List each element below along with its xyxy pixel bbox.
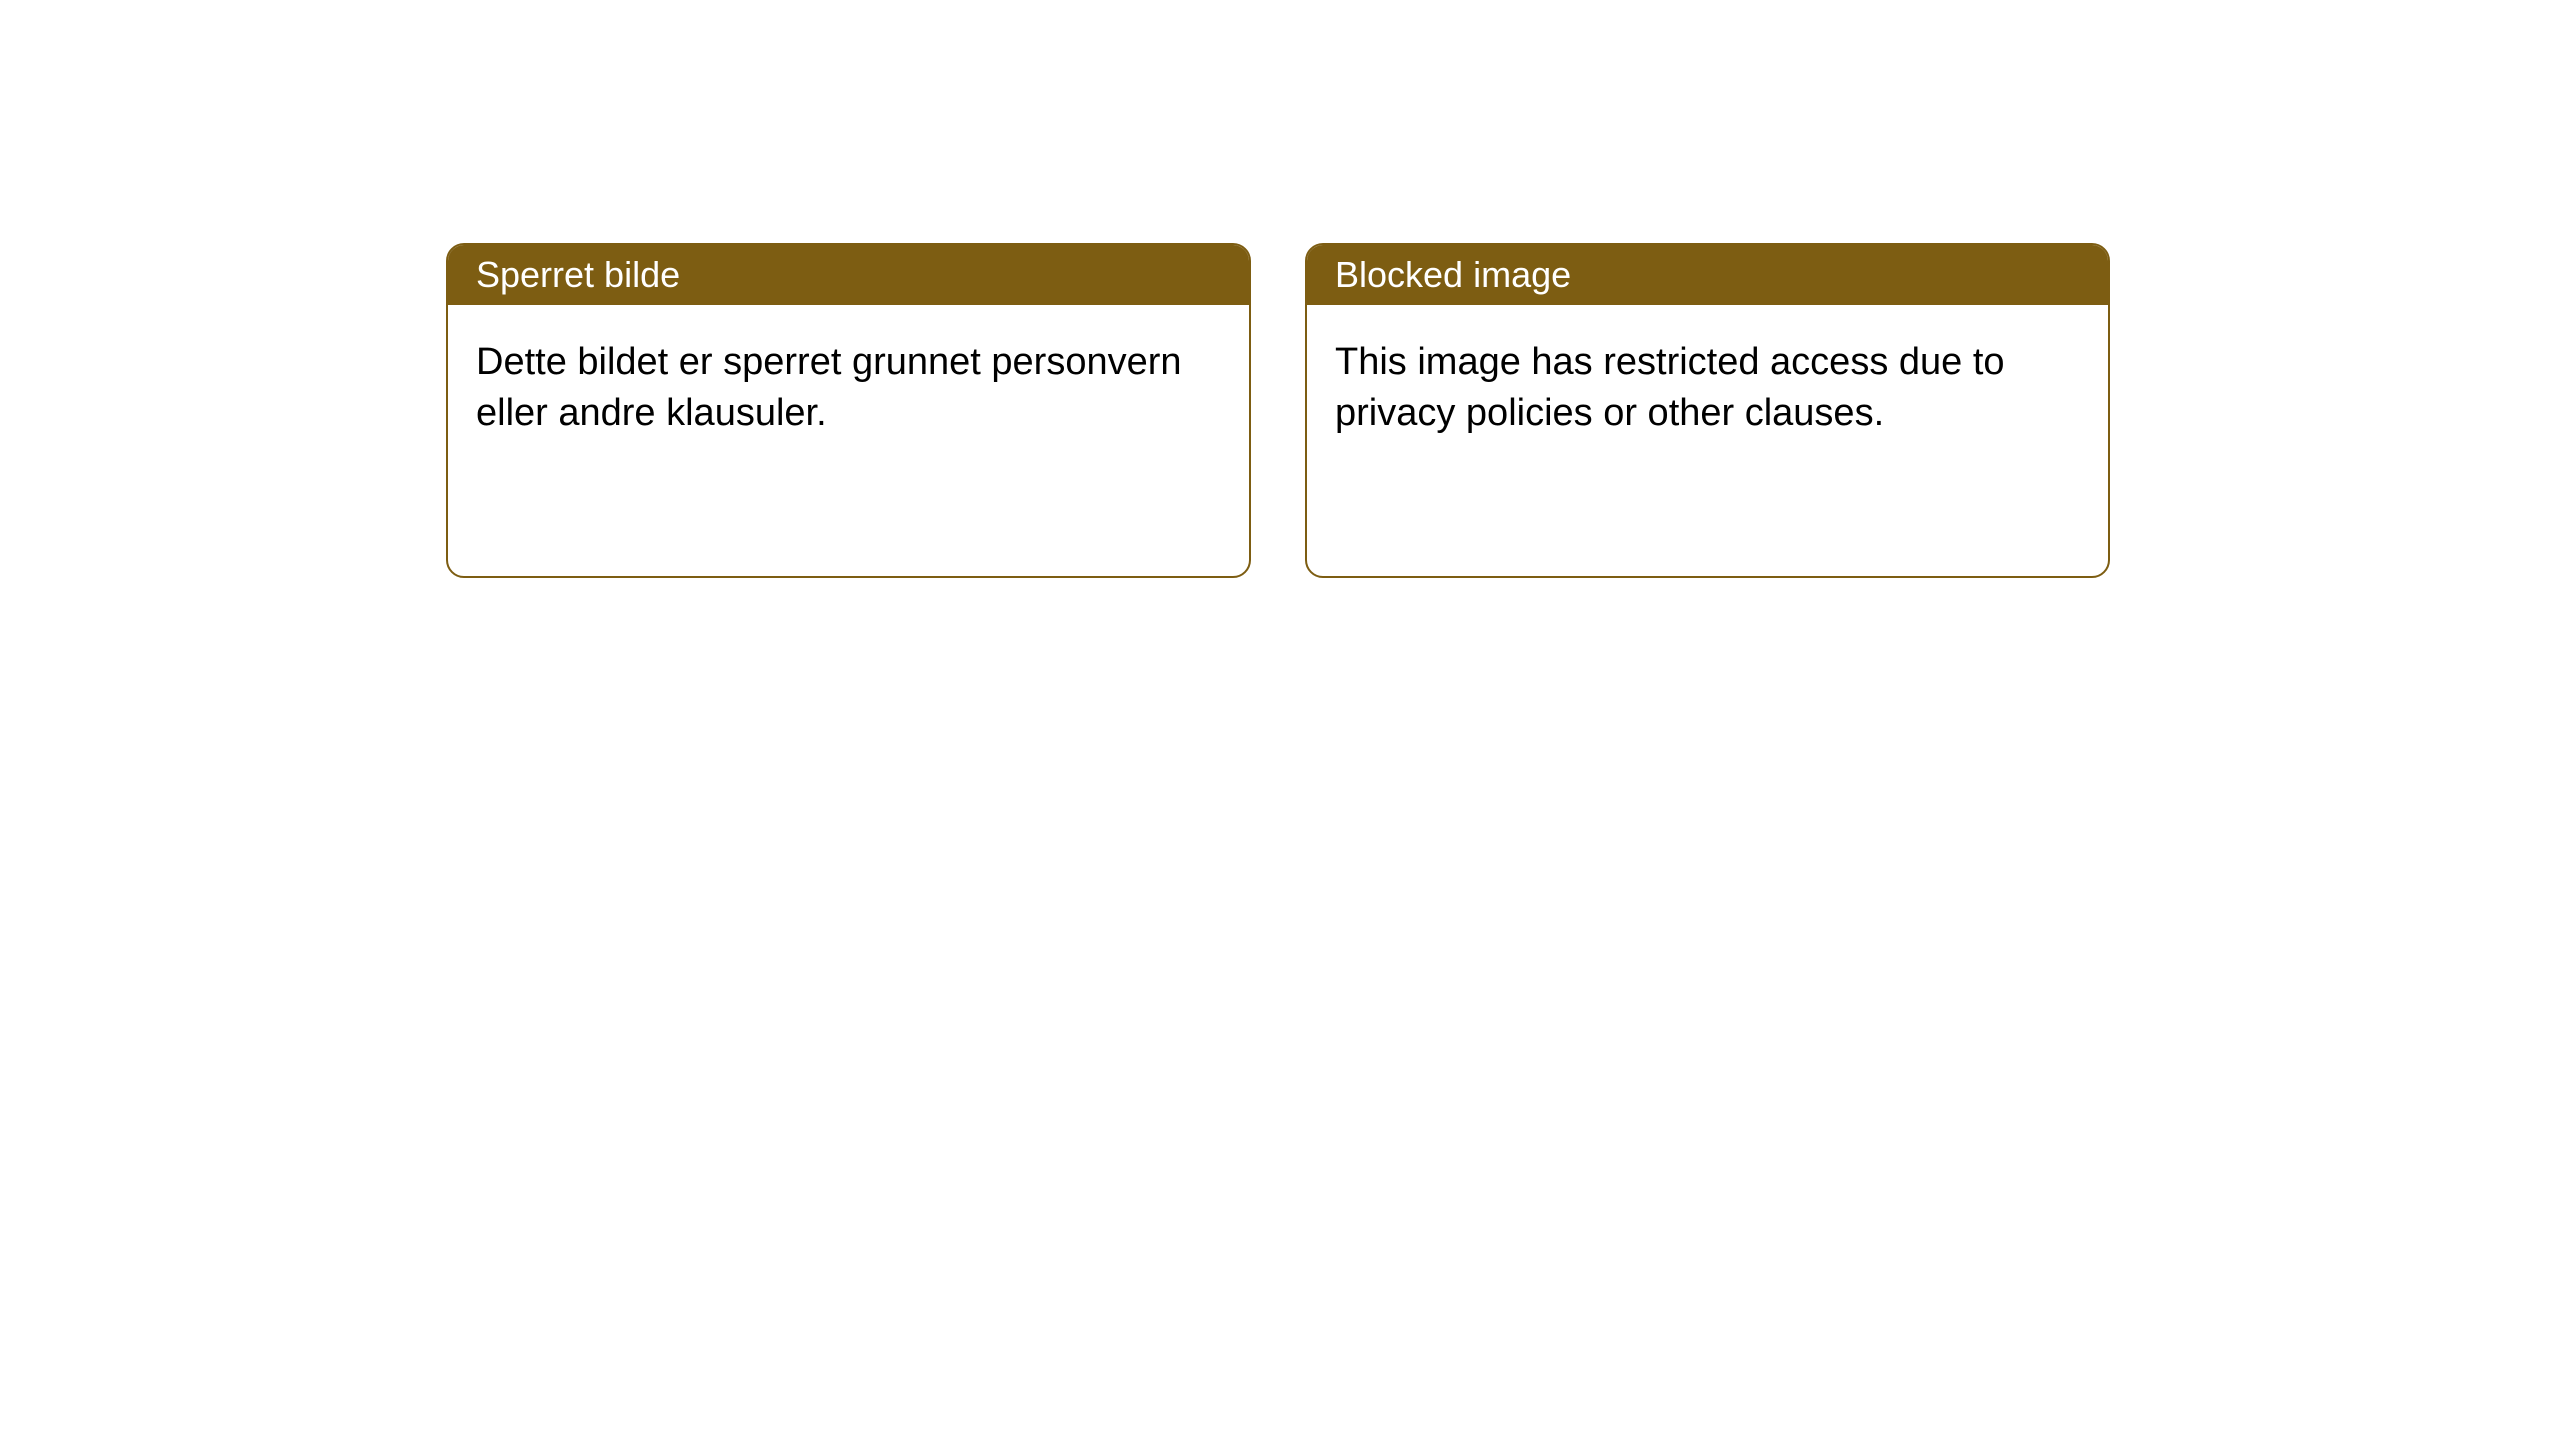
notice-card-norwegian: Sperret bilde Dette bildet er sperret gr… <box>446 243 1251 578</box>
notice-container: Sperret bilde Dette bildet er sperret gr… <box>0 0 2560 578</box>
notice-header: Blocked image <box>1307 245 2108 305</box>
notice-body: Dette bildet er sperret grunnet personve… <box>448 305 1249 472</box>
notice-header: Sperret bilde <box>448 245 1249 305</box>
notice-body: This image has restricted access due to … <box>1307 305 2108 472</box>
notice-card-english: Blocked image This image has restricted … <box>1305 243 2110 578</box>
